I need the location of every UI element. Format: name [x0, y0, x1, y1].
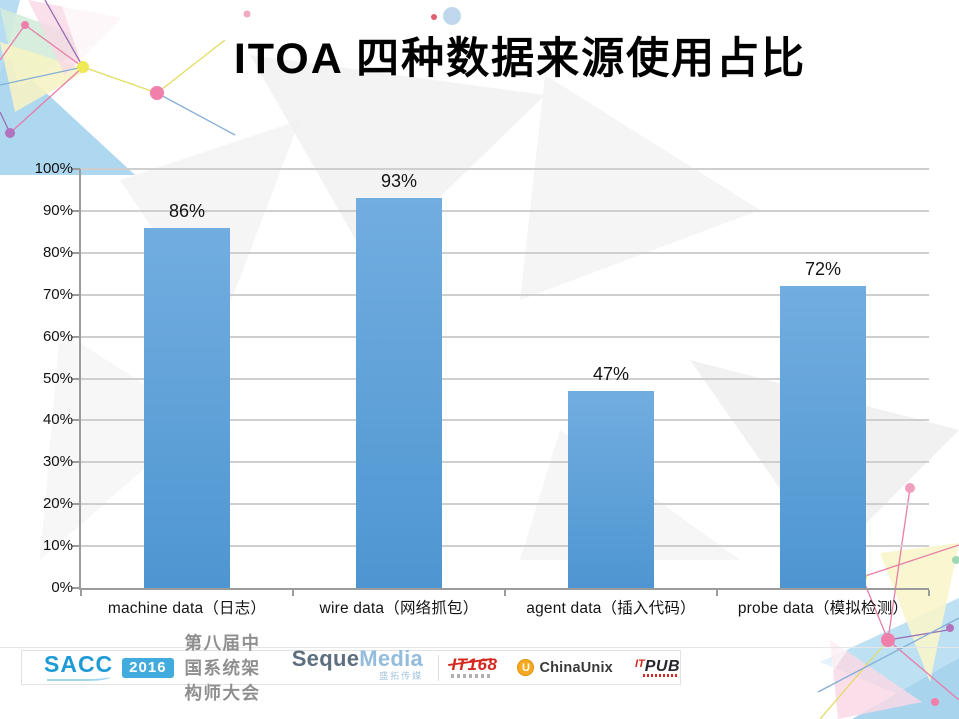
chinaunix-logo: U ChinaUnix: [517, 659, 613, 676]
x-axis-category-label: agent data（插入代码）: [526, 600, 696, 617]
itpub-logo-text: ITPUB: [634, 658, 680, 675]
y-axis-label: 50%: [42, 369, 73, 387]
sequemedia-logo-text: SequeMedia: [292, 648, 423, 670]
gridline: [81, 209, 929, 212]
gridline: [81, 335, 929, 338]
y-axis-tick: [72, 419, 80, 422]
sequemedia-logo: SequeMedia 盛拓传媒: [292, 648, 424, 685]
gridline: [81, 293, 929, 296]
x-axis-category-label: probe data（模拟检测）: [737, 600, 909, 617]
x-axis-tick: [928, 590, 930, 596]
sacc-logo-underline: [46, 674, 111, 681]
sequemedia-subtitle: 盛拓传媒: [379, 671, 424, 681]
x-axis-tick: [292, 590, 294, 596]
gridline: [81, 419, 929, 422]
chinaunix-logo-text: ChinaUnix: [539, 659, 613, 676]
y-axis-tick: [72, 251, 80, 254]
y-axis-label: 40%: [42, 411, 73, 429]
y-axis-tick: [72, 503, 80, 506]
conference-name: 第八届中国系统架构师大会: [184, 633, 261, 703]
it168-tagline: [451, 674, 494, 678]
x-axis-tick: [80, 590, 82, 596]
x-axis-category-label: machine data（日志）: [107, 600, 267, 617]
bar-value-label: 93%: [380, 171, 418, 192]
sacc-logo-text: SACC: [44, 651, 114, 677]
x-axis-tick: [716, 590, 718, 596]
bar-value-label: 86%: [168, 200, 206, 221]
gridline: [81, 377, 929, 380]
y-axis-tick: [72, 293, 80, 296]
seque-text: Seque: [291, 646, 360, 671]
media-text: Media: [359, 646, 424, 671]
y-axis-label: 10%: [42, 537, 73, 555]
chinaunix-circle-icon: U: [517, 659, 535, 676]
it168-logo: IT168: [448, 656, 497, 678]
itpub-url-bar: [642, 674, 677, 677]
gridline: [81, 461, 929, 464]
y-axis-label: 60%: [42, 327, 73, 345]
y-axis-label: 0%: [51, 579, 73, 596]
gridline: [81, 251, 929, 254]
sacc-logo: SACC: [44, 651, 114, 681]
y-axis-tick: [72, 168, 80, 170]
y-axis-tick: [72, 377, 80, 380]
y-axis-label: 30%: [42, 453, 73, 471]
plot-area: 0% 10% 20% 30% 40% 50% 60% 70% 80% 90% 100% 86% mach…: [35, 160, 930, 617]
x-axis-category-label: wire data（网络抓包）: [319, 600, 479, 617]
x-axis-tick: [504, 590, 506, 596]
y-axis-label: 70%: [42, 285, 73, 303]
bar: [568, 391, 654, 588]
gridline: [81, 545, 929, 548]
footer-divider: [0, 647, 959, 648]
bar-value-label: 72%: [804, 259, 842, 280]
footer-logo-bar: SACC 2016 第八届中国系统架构师大会 SequeMedia 盛拓传媒 I…: [21, 633, 681, 703]
gridline: [81, 168, 929, 170]
y-axis-label: 80%: [42, 243, 73, 261]
y-axis-label: 90%: [42, 201, 73, 219]
y-axis-tick: [72, 209, 80, 212]
y-axis-tick: [72, 335, 80, 338]
bar: [144, 227, 230, 588]
y-axis-tick: [72, 545, 80, 548]
page-title: ITOA 四种数据来源使用占比: [233, 35, 807, 83]
bar-chart: 0% 10% 20% 30% 40% 50% 60% 70% 80% 90% 100% 86% mach…: [35, 160, 930, 617]
bar: [356, 198, 442, 588]
bar: [780, 286, 866, 588]
gridline: [81, 503, 929, 506]
y-axis-tick: [72, 461, 80, 464]
year-badge: 2016: [122, 657, 174, 678]
y-axis-tick: [72, 587, 80, 589]
y-axis-label: 100%: [34, 160, 73, 177]
y-axis-label: 20%: [42, 495, 73, 513]
bar-value-label: 47%: [592, 364, 630, 385]
itpub-it-text: IT: [634, 658, 645, 670]
itpub-pub-text: PUB: [644, 658, 680, 675]
itpub-logo: ITPUB: [635, 658, 680, 677]
